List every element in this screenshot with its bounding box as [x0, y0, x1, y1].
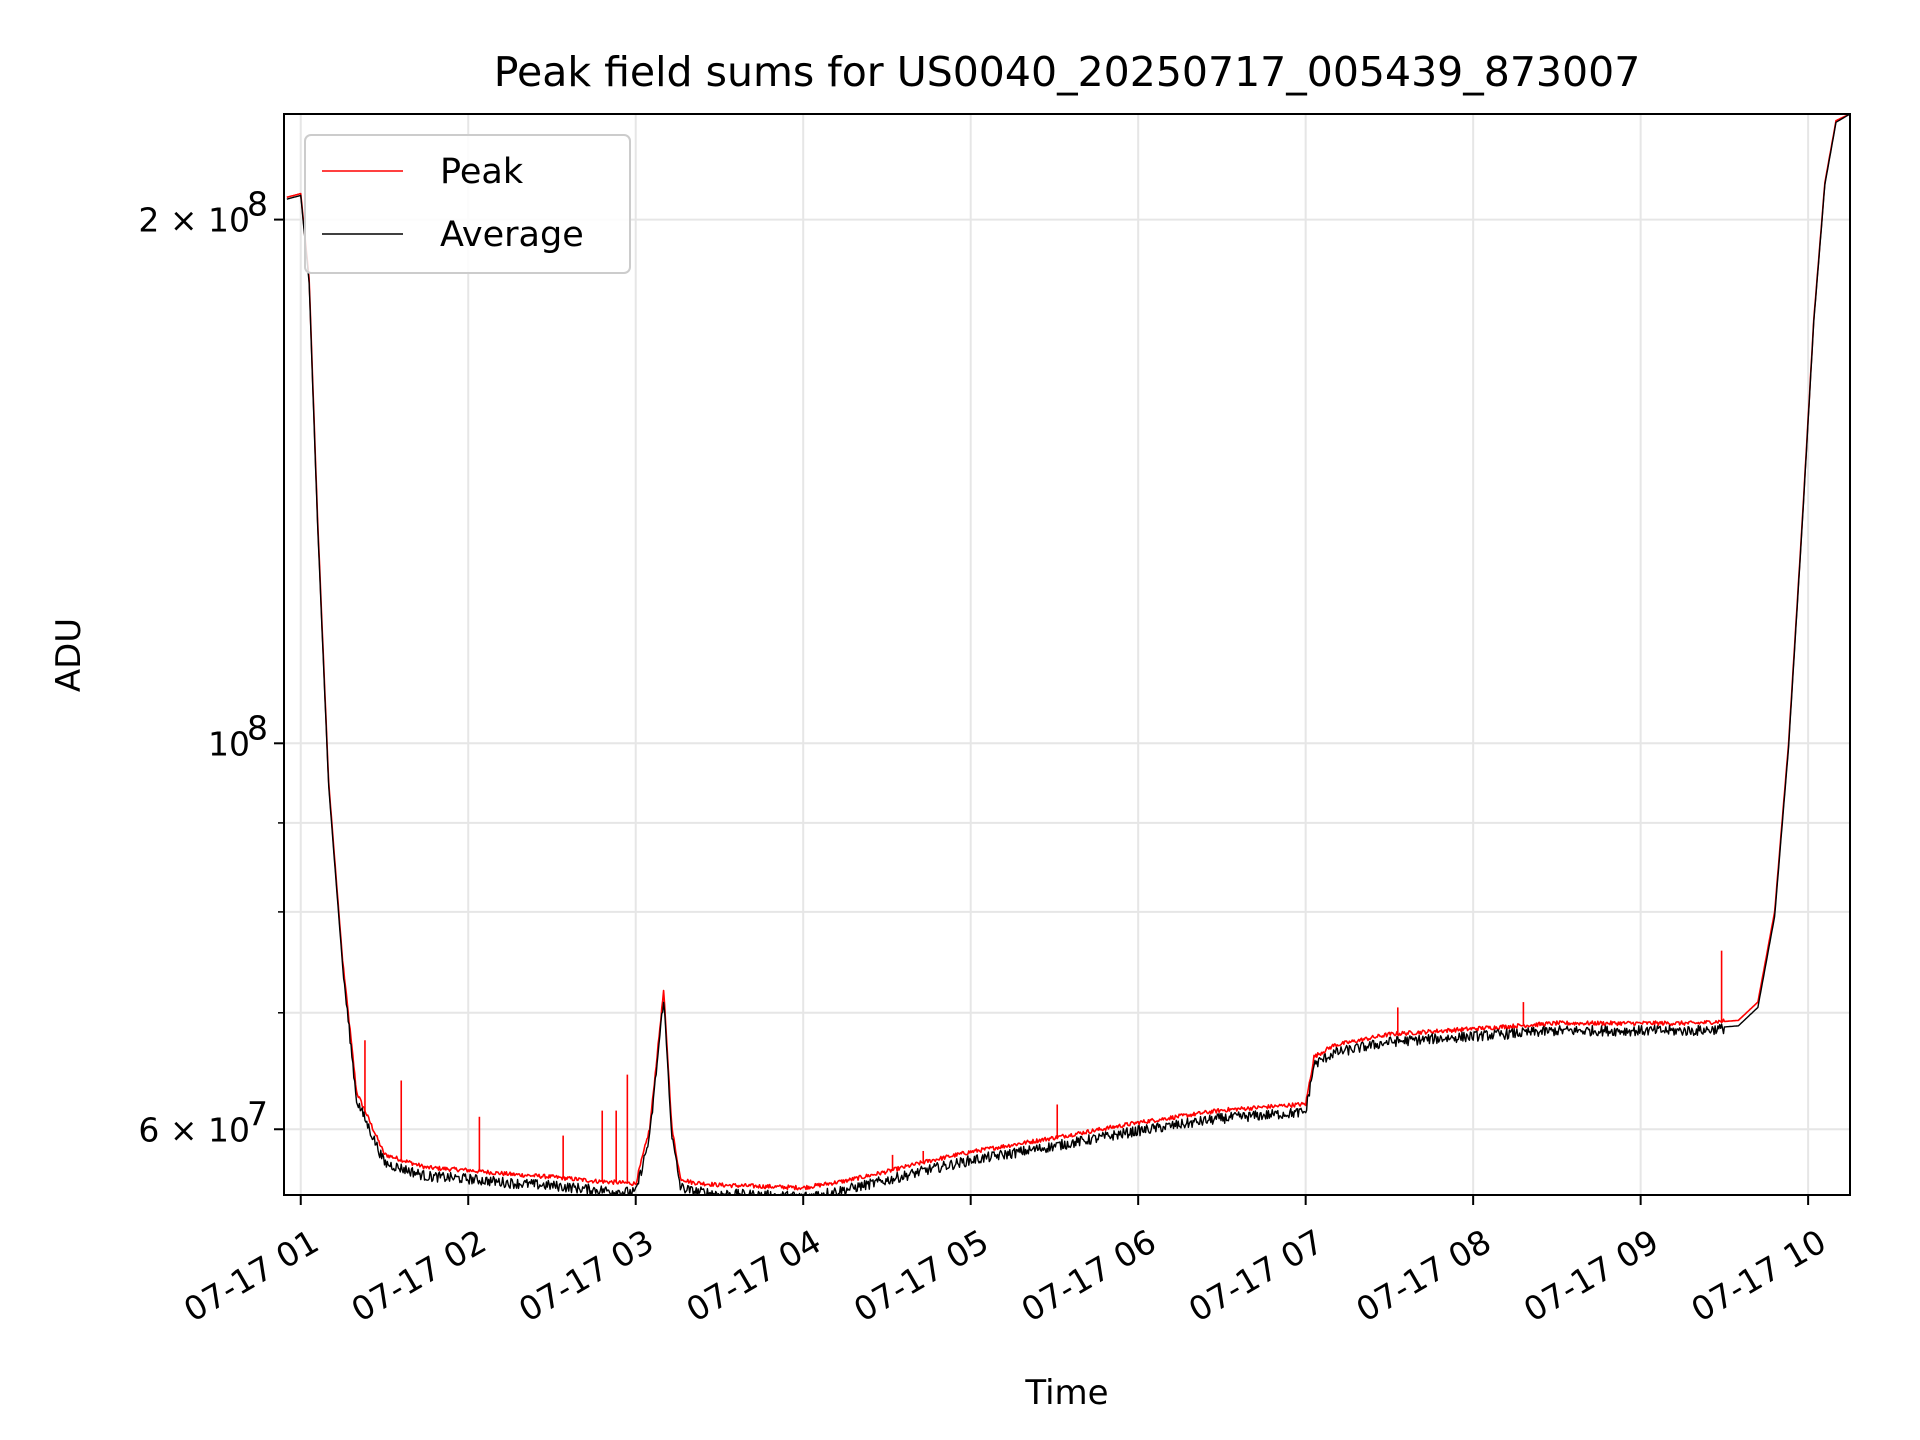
y-tick-label: 2 × 10 — [138, 201, 250, 240]
legend-average-label: Average — [440, 215, 584, 255]
series-line-average — [286, 114, 1850, 1195]
y-tick-exponent: 8 — [247, 708, 268, 747]
y-axis-label: ADU — [49, 618, 89, 692]
y-tick-label: 6 × 10 — [138, 1110, 250, 1149]
y-tick-label: 10 — [208, 724, 250, 763]
chart-title: Peak field sums for US0040_20250717_0054… — [494, 48, 1641, 96]
y-tick-exponent: 8 — [247, 185, 268, 224]
series-line-peak — [286, 114, 1850, 1191]
legend: Peak Average — [304, 134, 631, 274]
legend-peak-label: Peak — [440, 152, 524, 192]
legend-box — [304, 134, 631, 274]
y-tick-exponent: 7 — [247, 1094, 268, 1133]
series-layer — [286, 114, 1850, 1195]
x-axis-label: Time — [1024, 1373, 1108, 1413]
plot-frame — [283, 113, 1851, 1196]
plot-area — [286, 114, 1850, 1195]
